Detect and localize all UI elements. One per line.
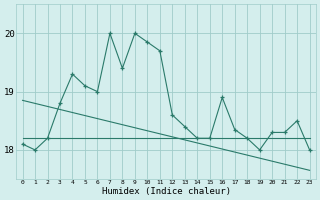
X-axis label: Humidex (Indice chaleur): Humidex (Indice chaleur) (101, 187, 231, 196)
